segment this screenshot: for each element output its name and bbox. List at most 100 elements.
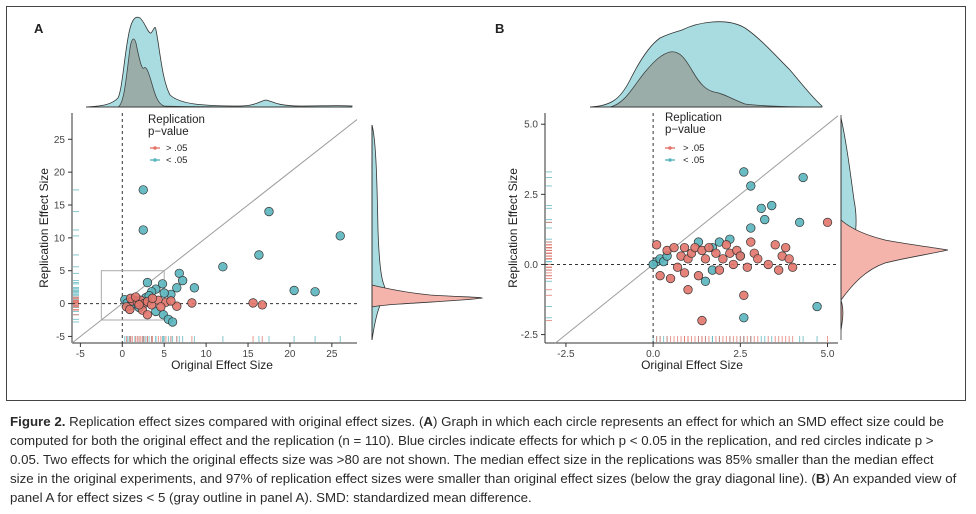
point-nonsignificant [739,290,749,300]
point-nonsignificant [257,300,267,310]
point-nonsignificant [651,240,662,250]
point-nonsignificant [718,254,728,264]
point-nonsignificant [142,310,153,320]
point-nonsignificant [655,271,665,281]
y-tick-label: 20 [54,168,66,179]
panel-a: A -5 0 5 10 15 20 25 -5 0 5 10 15 20 25 Original Effe… [34,16,484,372]
point-nonsignificant [697,315,707,326]
point-significant [310,287,320,297]
legend-entry-lt: < .05 [166,155,187,166]
y-tick-label: -2.5 [521,330,539,341]
panel-a-legend: Replication p−value > .05 < .05 [148,114,205,166]
panel-a-right-density [371,124,484,341]
point-nonsignificant [147,293,158,303]
point-significant [167,317,178,327]
panel-b-y-axis-label: Replication Effect Size [506,168,520,288]
point-nonsignificant [735,251,745,261]
point-significant [159,288,169,298]
point-nonsignificant [665,273,676,284]
point-nonsignificant [166,296,176,306]
point-nonsignificant [125,304,135,315]
point-significant [812,301,822,312]
point-nonsignificant [131,292,141,302]
x-tick-label: 10 [201,349,213,360]
point-significant [335,231,345,241]
point-nonsignificant [672,262,683,272]
legend-entry-gt: > .05 [166,143,187,154]
x-tick-label: 15 [242,349,254,360]
x-tick-label: -2.5 [557,349,575,360]
y-tick-label: 15 [54,201,66,212]
y-tick-label: 10 [54,233,66,244]
y-tick-label: 0.0 [524,260,538,271]
panel-b-reference-lines [545,113,839,344]
point-nonsignificant [770,240,780,250]
y-tick-label: 25 [54,135,66,146]
y-tick-label: 2.5 [524,190,538,201]
legend-title-line1: Replication [148,114,205,126]
y-tick-label: 0 [59,299,65,310]
panel-b-top-density [589,21,823,108]
x-tick-label: 5 [161,349,167,360]
point-nonsignificant [711,248,721,258]
caption-b-label: B [815,471,826,486]
panel-a-y-axis-label: Replication Effect Size [37,168,51,288]
point-nonsignificant [669,242,679,253]
x-tick-label: -5 [76,349,85,360]
point-nonsignificant [693,271,704,281]
point-significant [264,206,274,217]
caption-part-b: ) An expanded view of panel A for effect… [10,471,957,505]
point-nonsignificant [742,262,752,272]
figure-frame [6,6,966,401]
x-tick-label: 20 [284,349,296,360]
panel-a-ticks: -5 0 5 10 15 20 25 -5 0 5 10 15 20 25 [54,135,338,360]
point-nonsignificant [683,285,693,295]
point-nonsignificant [784,254,794,264]
point-nonsignificant [746,237,756,247]
panel-a-rug [73,189,341,342]
point-nonsignificant [728,259,739,270]
point-nonsignificant [822,217,833,228]
point-nonsignificant [172,301,182,311]
identity-diagonal-line [71,119,358,344]
point-significant [794,217,805,228]
legend-b-entry-lt: < .05 [683,155,704,166]
point-significant [218,262,228,272]
point-significant [760,214,770,225]
x-tick-label: 0.0 [646,349,660,360]
legend-b-entry-gt: > .05 [683,143,704,154]
caption-figure-label: Figure 2. [10,414,66,429]
legend-b-title-line1: Replication [665,112,722,124]
caption-part-a: ) Graph in which each circle represents … [10,414,944,486]
panel-b-legend: Replication p−value > .05 < .05 [665,112,722,166]
point-significant [798,172,808,183]
panel-b: B -2.5 0.0 2.5 5.0 -2.5 0.0 2.5 5.0 Original Ef… [495,21,949,372]
figure-caption: Figure 2. Replication effect sizes compa… [10,412,960,507]
point-nonsignificant [134,300,144,310]
panel-a-label: A [34,21,44,36]
x-tick-label: 2.5 [733,349,747,360]
y-tick-label: 5.0 [524,120,538,131]
panel-b-points [648,167,833,326]
figure-canvas: A -5 0 5 10 15 20 25 -5 0 5 10 15 20 25 Original Effe… [34,16,949,372]
point-significant [739,313,749,323]
panel-a-points [120,185,345,327]
panel-b-right-density [840,115,949,340]
identity-diagonal-line [555,115,839,344]
panel-a-x-axis-label: Original Effect Size [171,358,273,372]
y-tick-label: -5 [56,332,65,343]
point-nonsignificant [248,298,258,308]
point-significant [172,283,182,293]
point-nonsignificant [679,242,690,253]
panel-a-reference-lines [71,113,358,344]
point-significant [289,285,299,296]
caption-a-label: A [423,414,433,429]
point-nonsignificant [156,302,166,312]
point-nonsignificant [721,240,732,250]
legend-b-title-line2: p−value [665,124,706,136]
x-tick-label: 5.0 [821,349,835,360]
point-significant [700,276,711,286]
point-nonsignificant [788,262,798,272]
point-significant [767,200,777,211]
point-significant [254,250,264,260]
